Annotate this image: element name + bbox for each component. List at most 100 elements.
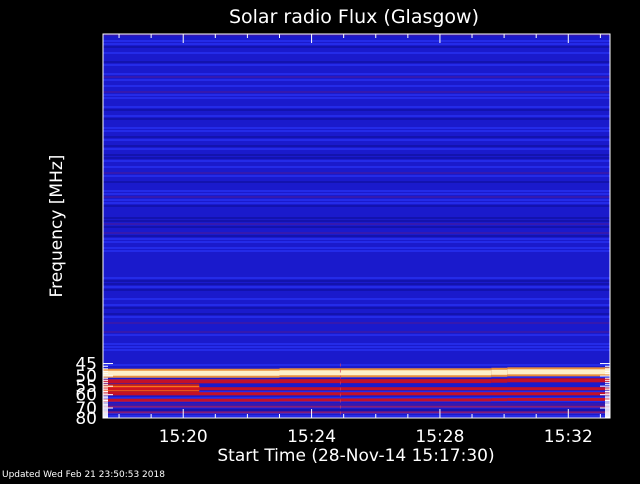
channel-stripe bbox=[103, 250, 610, 252]
y-tick-label: 60 bbox=[75, 386, 97, 406]
channel-stripe bbox=[103, 241, 610, 243]
plot-frame bbox=[102, 33, 611, 419]
channel-stripe bbox=[103, 52, 610, 54]
channel-stripe bbox=[103, 364, 610, 366]
channel-stripe bbox=[103, 130, 610, 132]
channel-stripe bbox=[103, 283, 610, 285]
plot-area bbox=[102, 33, 611, 419]
channel-stripe bbox=[103, 391, 610, 393]
y-tick-label: 70 bbox=[75, 399, 97, 419]
y-tick-label: 80 bbox=[75, 409, 97, 429]
channel-stripe bbox=[103, 289, 610, 291]
channel-stripe bbox=[103, 43, 610, 45]
channel-stripe bbox=[103, 313, 610, 315]
emission-band bbox=[507, 397, 610, 401]
channel-stripe bbox=[103, 97, 610, 99]
emission-bands bbox=[103, 367, 610, 414]
channel-stripe bbox=[103, 196, 610, 198]
y-tick-label: 45 bbox=[75, 355, 97, 375]
channel-stripe bbox=[103, 175, 610, 177]
emission-band bbox=[279, 370, 492, 376]
channel-stripe bbox=[103, 307, 610, 309]
channel-stripe bbox=[103, 148, 610, 150]
channel-stripe bbox=[103, 238, 610, 240]
x-tick-label: 15:28 bbox=[415, 427, 464, 447]
channel-stripe bbox=[103, 46, 610, 48]
channel-stripe bbox=[103, 205, 610, 207]
channel-stripe bbox=[103, 94, 610, 96]
channel-stripe bbox=[103, 217, 610, 219]
channel-stripe bbox=[103, 61, 610, 63]
channel-stripe bbox=[103, 223, 610, 225]
channel-stripe bbox=[103, 91, 610, 93]
channel-stripe bbox=[103, 109, 610, 111]
channel-stripe bbox=[103, 277, 610, 279]
emission-band bbox=[491, 378, 508, 383]
channel-stripe bbox=[103, 115, 610, 117]
channel-stripe bbox=[103, 298, 610, 300]
channel-stripe bbox=[103, 106, 610, 108]
channel-stripe bbox=[103, 127, 610, 129]
channel-stripe bbox=[103, 73, 610, 75]
channel-stripe bbox=[103, 226, 610, 228]
channel-stripe bbox=[103, 172, 610, 174]
channel-stripe bbox=[103, 232, 610, 234]
channel-stripe bbox=[103, 139, 610, 141]
x-tick-label: 15:32 bbox=[544, 427, 593, 447]
channel-stripe bbox=[103, 181, 610, 183]
channel-stripe bbox=[103, 193, 610, 195]
x-axis: 15:20 15:24 15:28 15:32 bbox=[118, 34, 601, 447]
emission-band bbox=[103, 411, 610, 414]
channel-stripe bbox=[103, 76, 610, 78]
y-tick-label: 55 bbox=[75, 377, 97, 397]
updated-timestamp: Updated Wed Feb 21 23:50:53 2018 bbox=[2, 470, 165, 480]
channel-stripe bbox=[103, 331, 610, 333]
channel-stripe bbox=[103, 349, 610, 351]
x-tick-label: 15:20 bbox=[159, 427, 208, 447]
channel-stripe bbox=[103, 415, 610, 417]
channel-stripe bbox=[103, 334, 610, 336]
y-tick-label: 50 bbox=[75, 367, 97, 387]
channel-stripe bbox=[103, 136, 610, 138]
emission-band bbox=[103, 387, 610, 391]
emission-band bbox=[491, 369, 508, 375]
emission-band bbox=[279, 379, 492, 384]
channel-stripe bbox=[103, 145, 610, 147]
channel-stripe bbox=[103, 280, 610, 282]
emission-band bbox=[491, 398, 508, 402]
x-tick-label: 15:24 bbox=[287, 427, 336, 447]
channel-stripe bbox=[103, 286, 610, 288]
emission-band bbox=[279, 398, 492, 402]
channel-stripe bbox=[103, 235, 610, 237]
emission-band bbox=[103, 370, 280, 376]
channel-stripe bbox=[103, 154, 610, 156]
emission-band bbox=[103, 398, 280, 402]
channel-stripe bbox=[103, 85, 610, 87]
channel-stripe bbox=[103, 190, 610, 192]
channel-stripe bbox=[103, 346, 610, 348]
channel-stripe bbox=[103, 79, 610, 81]
channel-stripe bbox=[103, 160, 610, 162]
chart-title: Solar radio Flux (Glasgow) bbox=[229, 6, 479, 28]
channel-stripe bbox=[103, 220, 610, 222]
channel-stripe bbox=[103, 118, 610, 120]
emission-band bbox=[103, 379, 280, 384]
channel-stripe bbox=[103, 397, 610, 399]
channel-stripe bbox=[103, 304, 610, 306]
y-axis-label: Frequency [MHz] bbox=[47, 155, 67, 298]
channel-stripe bbox=[103, 322, 610, 324]
channel-stripe bbox=[103, 403, 610, 405]
channel-stripe bbox=[103, 343, 610, 345]
channel-stripe bbox=[103, 40, 610, 42]
emission-band bbox=[507, 369, 610, 375]
channel-stripe bbox=[103, 409, 610, 411]
channel-stripe bbox=[103, 166, 610, 168]
x-axis-label: Start Time (28-Nov-14 15:17:30) bbox=[217, 446, 494, 466]
channel-stripe bbox=[103, 247, 610, 249]
channel-stripe bbox=[103, 64, 610, 66]
channel-stripe bbox=[103, 316, 610, 318]
channel-stripe bbox=[103, 202, 610, 204]
